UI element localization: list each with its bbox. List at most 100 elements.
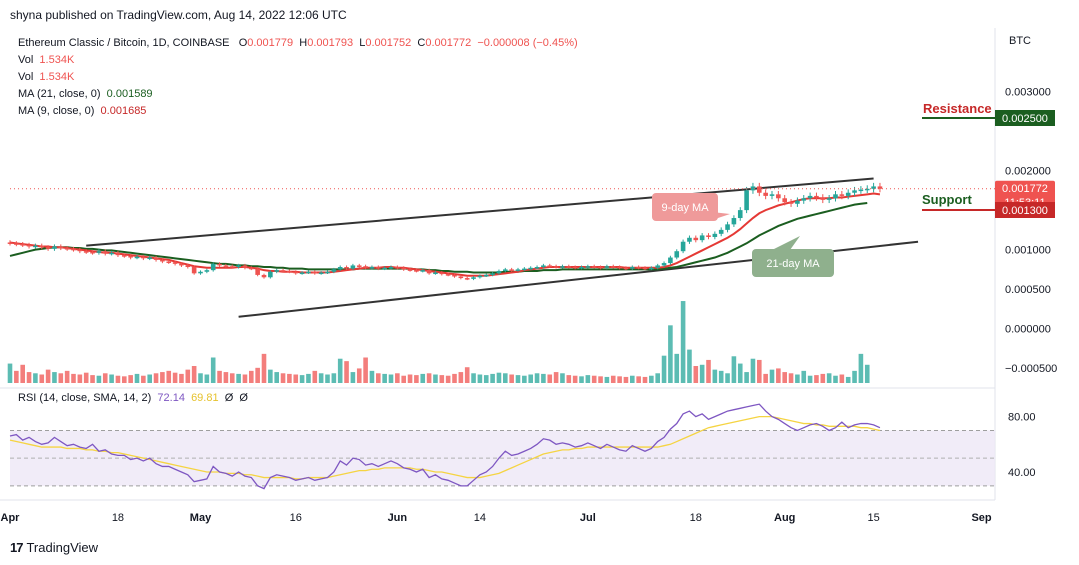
volume-bar [153, 373, 159, 383]
candle [109, 252, 114, 255]
vol-value: 1.534K [39, 54, 75, 66]
volume-bar [344, 361, 349, 383]
candle [414, 270, 419, 272]
volume-bar [204, 374, 210, 383]
time-tick-label: May [190, 512, 212, 524]
time-tick-label: 15 [867, 512, 879, 524]
volume-bar [122, 376, 127, 383]
candle [814, 195, 819, 198]
candle [445, 274, 451, 276]
volume-bar [782, 372, 787, 383]
volume-bar [864, 364, 870, 383]
rsi-sma-value: 69.81 [191, 392, 219, 404]
annotations: 0.00177211:53:11Resistance0.002500Suppor… [10, 101, 1055, 277]
ohlc-low: 0.001752 [365, 37, 412, 49]
candle [826, 198, 832, 200]
candle [718, 229, 724, 234]
volume-bar [185, 369, 191, 383]
candle [795, 200, 800, 204]
volume-bar [712, 369, 718, 383]
volume-bar [598, 376, 603, 383]
volume-bar [566, 375, 572, 383]
ma9-callout-pointer [712, 212, 730, 220]
volume-bar [458, 372, 464, 383]
candle [477, 275, 483, 278]
candle [566, 266, 572, 268]
candle [331, 269, 337, 272]
current-price-text: 0.001772 [1002, 183, 1048, 195]
candle [452, 274, 457, 277]
volume-bar [617, 376, 622, 383]
volume-bar [26, 372, 32, 383]
time-tick-label: Jun [388, 512, 408, 524]
candle [509, 269, 514, 271]
volume-bar [668, 325, 673, 383]
volume-bar [134, 373, 140, 383]
ma21-callout-text: 21-day MA [766, 258, 820, 270]
volume-bar [52, 372, 57, 383]
rsi-extra-1: Ø [224, 392, 234, 404]
rsi-sma-line [9, 415, 881, 480]
volume-bar [528, 374, 533, 383]
candle [356, 265, 362, 267]
candle [528, 267, 533, 270]
volume-bar [483, 375, 489, 383]
candle [839, 194, 845, 196]
candle [522, 268, 527, 271]
time-tick-label: 16 [290, 512, 302, 524]
volume-bar [522, 375, 527, 383]
candle [287, 270, 292, 273]
candle [598, 267, 603, 269]
candle [515, 269, 521, 271]
volume-bars [7, 301, 870, 383]
volume-bar [585, 375, 591, 383]
volume-bar [160, 372, 165, 383]
publisher-info: shyna published on TradingView.com, Aug … [10, 8, 347, 22]
candle [128, 255, 133, 258]
volume-bar [750, 358, 756, 383]
volume-bar [268, 369, 273, 383]
currency-label: BTC [1009, 35, 1031, 47]
volume-bar [388, 374, 394, 383]
candle [649, 267, 654, 270]
ohlc-open: 0.001779 [247, 37, 294, 49]
candle [96, 251, 102, 253]
candle [534, 267, 540, 269]
volume-bar [312, 370, 318, 383]
candle [217, 263, 222, 266]
time-tick-label: 18 [690, 512, 702, 524]
volume-bar [33, 373, 38, 383]
candle [674, 251, 680, 258]
candle [153, 257, 159, 260]
time-tick-label: 14 [474, 512, 486, 524]
volume-bar [553, 372, 559, 383]
candle [33, 245, 38, 248]
volume-bar [820, 373, 826, 383]
volume-bar [242, 374, 248, 383]
candle [699, 235, 705, 241]
volume-bar [236, 373, 241, 383]
ma9-line [9, 192, 881, 277]
volume-bar [318, 373, 324, 383]
time-tick-label: Jul [580, 512, 596, 524]
volume-bar [833, 375, 838, 383]
volume-bar [452, 373, 457, 383]
volume-bar [299, 375, 305, 383]
ohlc-high: 0.001793 [307, 37, 354, 49]
candle [572, 267, 578, 269]
ma9-callout-text: 9-day MA [661, 202, 709, 214]
volume-bar [636, 376, 641, 383]
candles [7, 182, 883, 281]
candle [141, 256, 146, 259]
volume-bar [414, 375, 419, 383]
candle [820, 197, 826, 200]
rsi-extra-2: Ø [239, 392, 248, 404]
candle [560, 266, 565, 268]
candle [52, 246, 57, 249]
candle [858, 189, 864, 192]
candle [344, 267, 349, 269]
volume-bar [39, 374, 45, 383]
volume-bar [64, 370, 70, 383]
candle [833, 194, 838, 199]
candle [204, 270, 210, 272]
